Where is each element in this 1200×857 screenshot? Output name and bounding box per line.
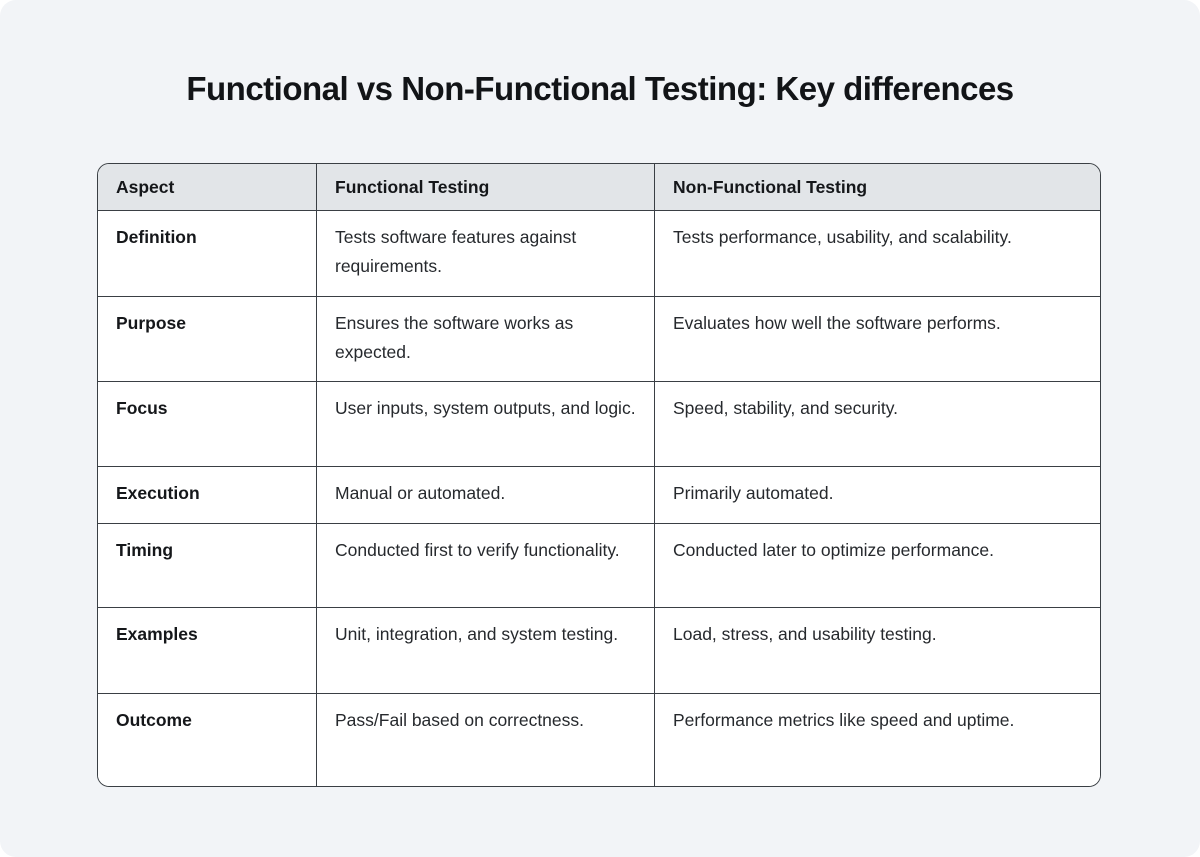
row-examples-aspect: Examples [98, 607, 316, 693]
page-title: Functional vs Non-Functional Testing: Ke… [186, 70, 1014, 107]
row-definition-non-functional: Tests performance, usability, and scalab… [654, 210, 1100, 296]
row-execution-functional: Manual or automated. [316, 466, 654, 523]
row-examples-functional: Unit, integration, and system testing. [316, 607, 654, 693]
row-examples-non-functional: Load, stress, and usability testing. [654, 607, 1100, 693]
header-cell-functional-testing: Functional Testing [316, 164, 654, 210]
header-cell-aspect: Aspect [98, 164, 316, 210]
comparison-table: Aspect Functional Testing Non-Functional… [97, 163, 1101, 787]
row-execution-aspect: Execution [98, 466, 316, 523]
row-purpose-aspect: Purpose [98, 296, 316, 381]
row-execution-non-functional: Primarily automated. [654, 466, 1100, 523]
row-timing-functional: Conducted first to verify functionality. [316, 523, 654, 607]
row-timing-aspect: Timing [98, 523, 316, 607]
row-definition-aspect: Definition [98, 210, 316, 296]
row-purpose-non-functional: Evaluates how well the software performs… [654, 296, 1100, 381]
row-focus-non-functional: Speed, stability, and security. [654, 381, 1100, 466]
row-purpose-functional: Ensures the software works as expected. [316, 296, 654, 381]
row-outcome-functional: Pass/Fail based on correctness. [316, 693, 654, 786]
row-timing-non-functional: Conducted later to optimize performance. [654, 523, 1100, 607]
row-definition-functional: Tests software features against requirem… [316, 210, 654, 296]
header-cell-non-functional-testing: Non-Functional Testing [654, 164, 1100, 210]
row-outcome-non-functional: Performance metrics like speed and uptim… [654, 693, 1100, 786]
row-outcome-aspect: Outcome [98, 693, 316, 786]
row-focus-functional: User inputs, system outputs, and logic. [316, 381, 654, 466]
row-focus-aspect: Focus [98, 381, 316, 466]
